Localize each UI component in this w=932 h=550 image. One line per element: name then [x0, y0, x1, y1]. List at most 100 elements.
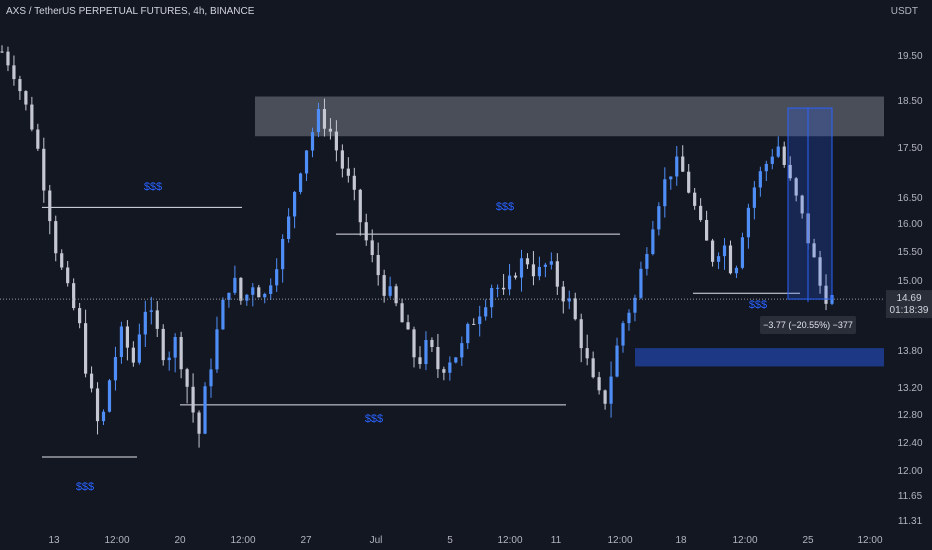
candle-body: [310, 132, 315, 151]
candle-body: [501, 287, 506, 290]
candle-body: [466, 323, 470, 344]
x-tick-label: 27: [300, 535, 312, 546]
x-tick-label: 13: [48, 535, 60, 546]
candle-body: [340, 150, 344, 169]
candle-body: [167, 357, 171, 361]
candle-body: [400, 303, 404, 323]
candle-body: [490, 288, 494, 308]
candle-body: [442, 369, 446, 373]
measure-box: [787, 107, 833, 300]
supply-zone: [255, 96, 884, 137]
y-tick-label: 12.00: [897, 466, 922, 477]
candle-body: [203, 386, 207, 434]
last-price-tag: [886, 290, 932, 319]
candle-body: [573, 298, 577, 320]
y-tick-label: 19.50: [897, 51, 922, 62]
candle-body: [472, 323, 476, 325]
candle-body: [18, 79, 22, 92]
candle-body: [149, 310, 153, 312]
candle-body: [513, 275, 518, 278]
candle-body: [137, 334, 141, 363]
candle-body: [328, 128, 333, 132]
liquidity-annotation: $$$: [365, 413, 383, 425]
demand-zone: [635, 348, 884, 367]
countdown-label: 01:18:39: [890, 305, 929, 316]
candle-body: [555, 261, 559, 287]
candle-body: [585, 348, 589, 359]
candle-body: [376, 255, 380, 276]
candle-body: [603, 390, 607, 404]
candle-body: [78, 308, 82, 324]
candle-body: [752, 187, 756, 208]
candle-body: [681, 156, 685, 172]
y-tick-label: 15.00: [897, 276, 922, 287]
candle-body: [531, 264, 536, 277]
x-tick-label: 12:00: [104, 535, 129, 546]
candle-body: [346, 168, 350, 176]
x-tick-label: 12:00: [732, 535, 757, 546]
candle-body: [728, 245, 733, 274]
candle-body: [30, 104, 34, 130]
candle-body: [788, 164, 792, 179]
measure-label-bg: [760, 316, 856, 334]
y-tick-label: 12.40: [897, 438, 922, 449]
candle-body: [257, 287, 261, 298]
y-tick-label: 18.50: [897, 96, 922, 107]
candle-body: [113, 357, 118, 381]
candle-body: [245, 294, 249, 301]
candle-body: [621, 323, 625, 346]
candle-body: [507, 275, 512, 290]
y-tick-label: 11.31: [898, 516, 923, 527]
candle-body: [48, 190, 52, 222]
currency-unit: USDT: [890, 6, 918, 17]
candle-body: [6, 51, 10, 66]
candle-body: [430, 339, 434, 347]
candle-body: [740, 237, 745, 268]
candle-body: [119, 326, 124, 358]
candle-body: [221, 299, 225, 330]
candle-body: [161, 328, 165, 361]
candle-body: [227, 292, 231, 300]
candle-body: [418, 357, 422, 365]
candle-body: [675, 156, 679, 177]
candle-body: [316, 109, 321, 133]
candle-body: [215, 329, 219, 370]
candle-body: [107, 380, 112, 412]
candle-body: [705, 219, 709, 241]
candle-body: [66, 267, 70, 284]
candle-body: [561, 286, 565, 302]
candle-body: [800, 195, 804, 214]
candle-body: [263, 293, 267, 298]
candle-body: [24, 91, 28, 105]
candle-body: [131, 347, 135, 363]
liquidity-annotation: $$$: [144, 181, 162, 193]
candle-body: [54, 221, 58, 254]
candle-body: [36, 129, 40, 149]
candle-body: [424, 339, 428, 365]
candle-body: [173, 337, 177, 358]
candle-body: [579, 319, 583, 349]
candle-body: [639, 268, 643, 298]
candle-body: [95, 388, 100, 422]
candle-body: [358, 189, 362, 223]
y-tick-label: 16.50: [897, 193, 922, 204]
candle-body: [496, 287, 500, 289]
y-tick-label: 13.20: [897, 383, 922, 394]
y-tick-label: 12.80: [897, 410, 922, 421]
candle-body: [722, 245, 727, 257]
y-tick-label: 11.65: [898, 491, 923, 502]
candle-body: [663, 179, 667, 207]
candle-body: [812, 243, 816, 258]
candle-body: [615, 345, 619, 377]
candle-body: [155, 310, 159, 329]
candle-body: [42, 148, 46, 191]
candle-body: [448, 362, 452, 373]
candle-body: [537, 266, 542, 277]
candle-body: [382, 275, 386, 296]
x-tick-label: 12:00: [607, 535, 632, 546]
candle-body: [125, 326, 129, 348]
candle-body: [83, 323, 88, 374]
candle-body: [191, 386, 195, 413]
candle-body: [794, 178, 798, 196]
